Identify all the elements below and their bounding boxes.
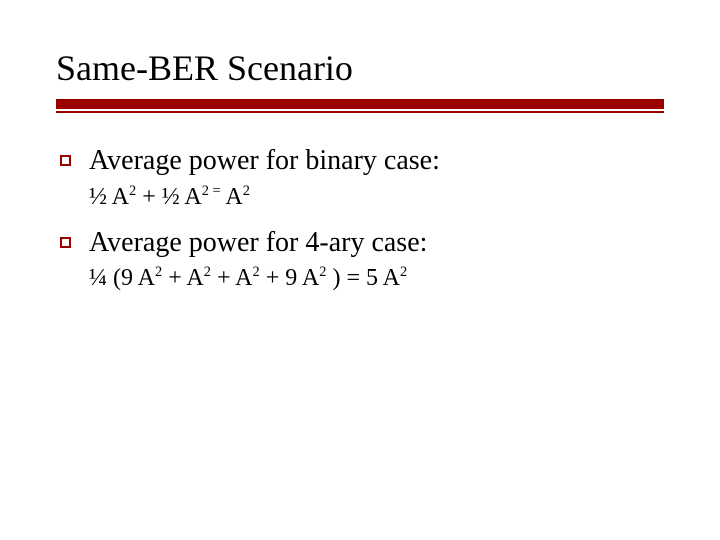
bullet-item: Average power for 4-ary case: ¼ (9 A2 + … [60, 225, 664, 305]
bullet-body: Average power for 4-ary case: ¼ (9 A2 + … [89, 225, 664, 305]
bullet-main-text: Average power for binary case: [89, 143, 664, 179]
square-bullet-icon [60, 155, 71, 166]
content-area: Average power for binary case: ½ A2 + ½ … [56, 143, 664, 304]
square-bullet-icon [60, 237, 71, 248]
bullet-item: Average power for binary case: ½ A2 + ½ … [60, 143, 664, 223]
bullet-main-text: Average power for 4-ary case: [89, 225, 664, 261]
slide-title: Same-BER Scenario [56, 48, 664, 89]
bullet-sub-text: ¼ (9 A2 + A2 + A2 + 9 A2 ) = 5 A2 [89, 263, 664, 294]
slide: Same-BER Scenario Average power for bina… [0, 0, 720, 540]
bullet-body: Average power for binary case: ½ A2 + ½ … [89, 143, 664, 223]
rule-thick [56, 99, 664, 109]
rule-thin [56, 111, 664, 113]
bullet-sub-text: ½ A2 + ½ A2 = A2 [89, 182, 664, 213]
title-underline [56, 99, 664, 113]
